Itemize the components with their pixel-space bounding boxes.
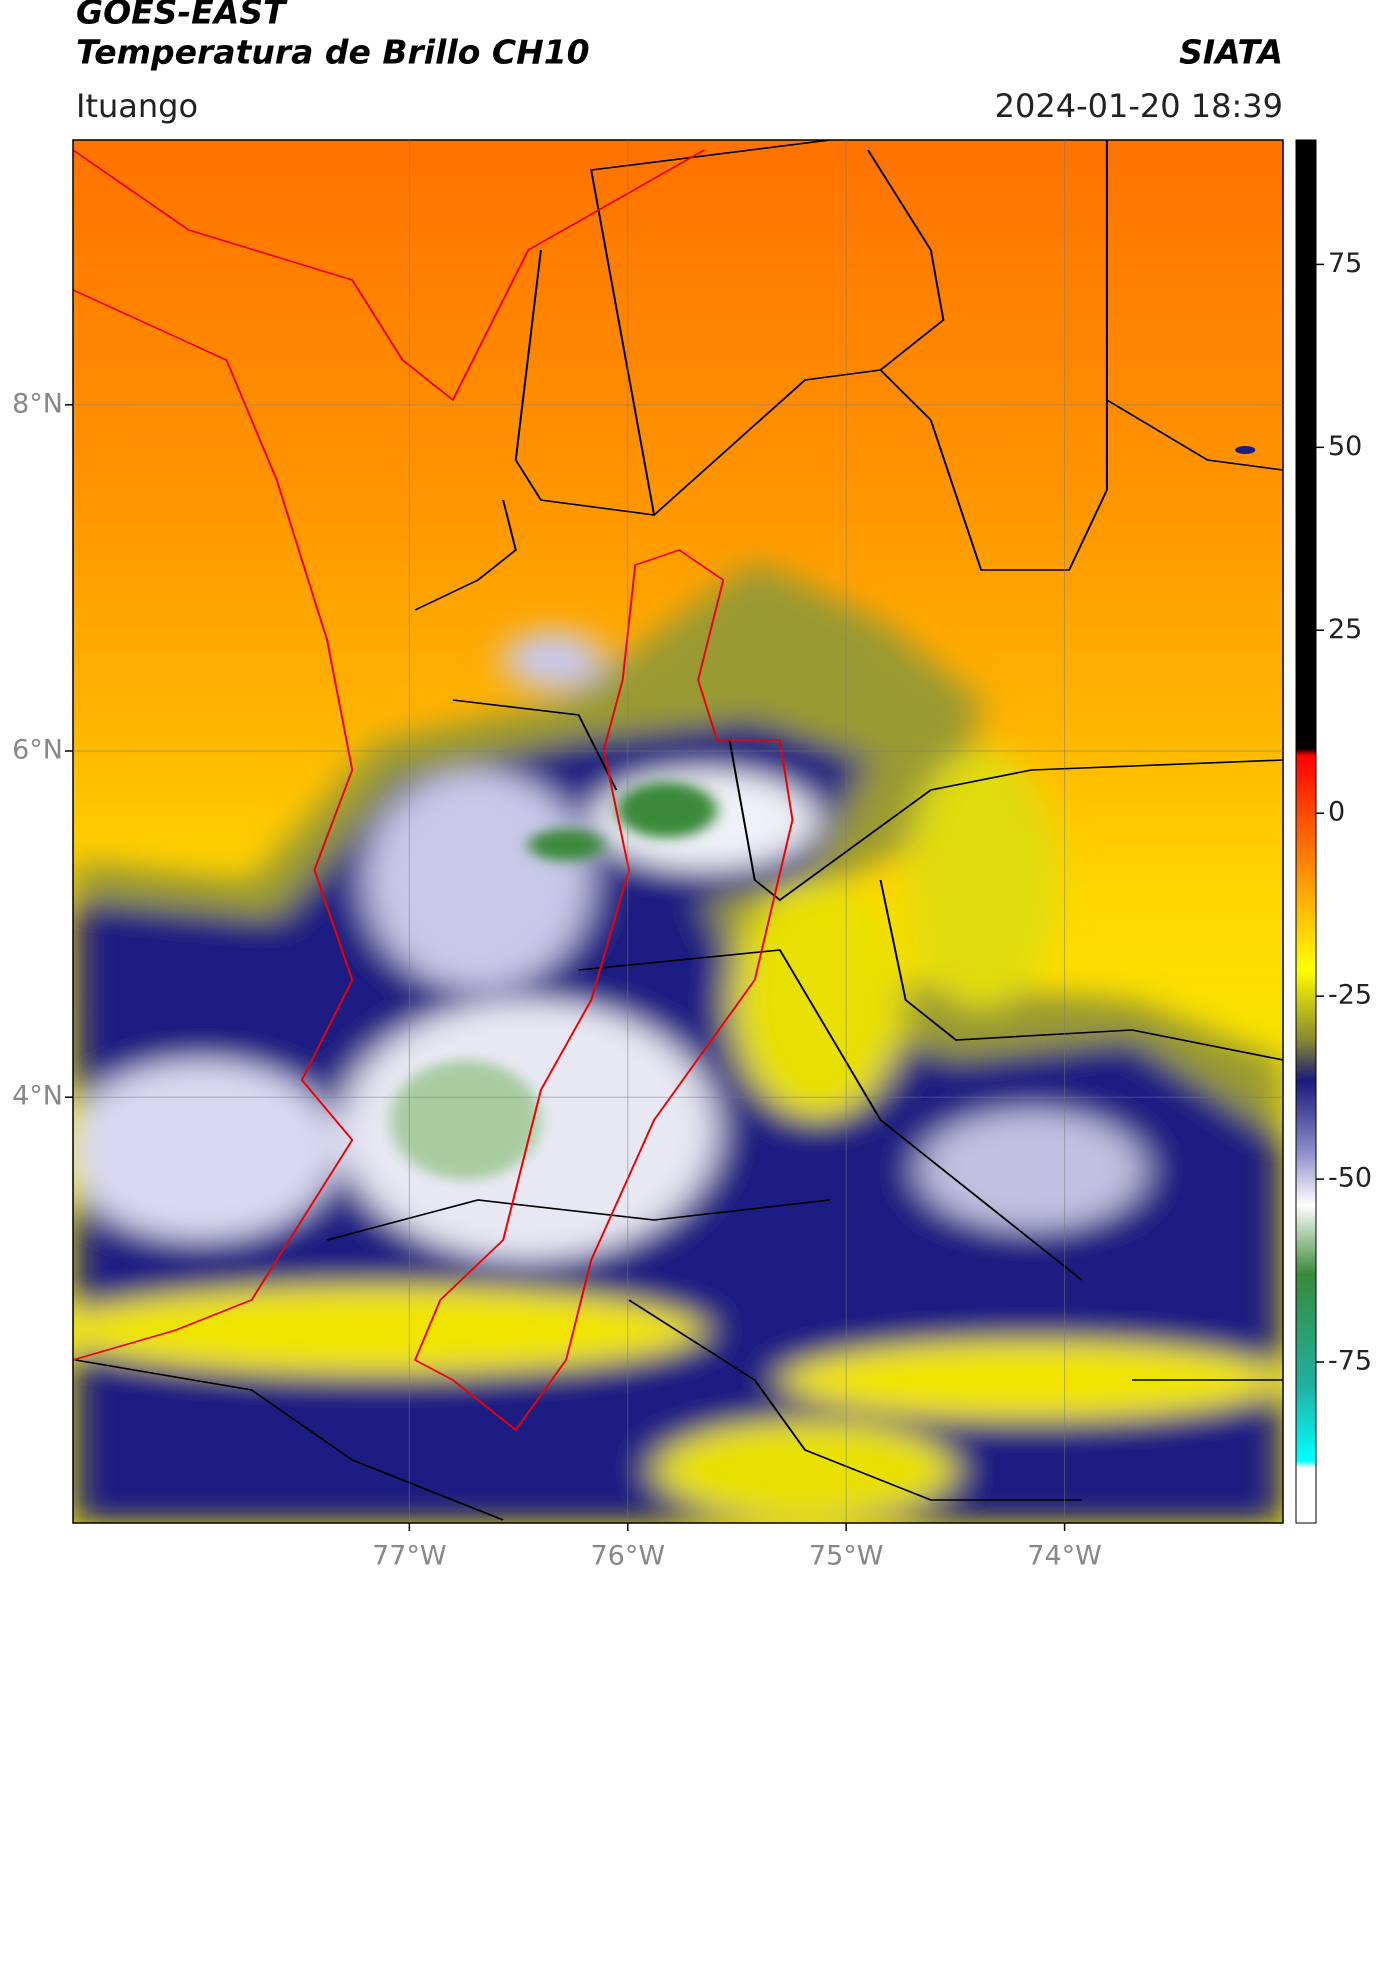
colorbar-tick-label: -25: [1328, 980, 1372, 1011]
colorbar-tick-label: 75: [1328, 248, 1362, 279]
title: GOES-EAST: [76, 0, 288, 32]
colorbar-tick-label: -50: [1328, 1163, 1372, 1194]
colorbar-tick-label: 50: [1328, 431, 1362, 462]
organization: SIATA: [1179, 33, 1283, 72]
colorbar-tick-label: -75: [1328, 1346, 1372, 1377]
map-frame: [72, 139, 1284, 1524]
lon-tick-label: 74°W: [1027, 1541, 1102, 1572]
lat-tick-label: 8°N: [12, 388, 63, 419]
colorbar-tick-label: 25: [1328, 614, 1362, 645]
lat-tick-label: 4°N: [12, 1081, 63, 1112]
lon-tick-label: 75°W: [809, 1541, 884, 1572]
map-image: [73, 140, 1283, 1523]
subtitle: Temperatura de Brillo CH10: [76, 33, 590, 72]
location: Ituango: [76, 87, 198, 125]
lon-tick-label: 77°W: [372, 1541, 447, 1572]
colorbar: [1295, 139, 1317, 1524]
ticks: 8°N 6°N 4°N 77°W 76°W 75°W 74°W 75 50 25 0 -25 -50 -7…: [12, 140, 1372, 1572]
timestamp: 2024-01-20 18:39: [995, 87, 1283, 125]
colorbar-tick-label: 0: [1328, 797, 1345, 828]
lat-tick-label: 6°N: [12, 735, 63, 766]
lon-tick-label: 76°W: [590, 1541, 665, 1572]
